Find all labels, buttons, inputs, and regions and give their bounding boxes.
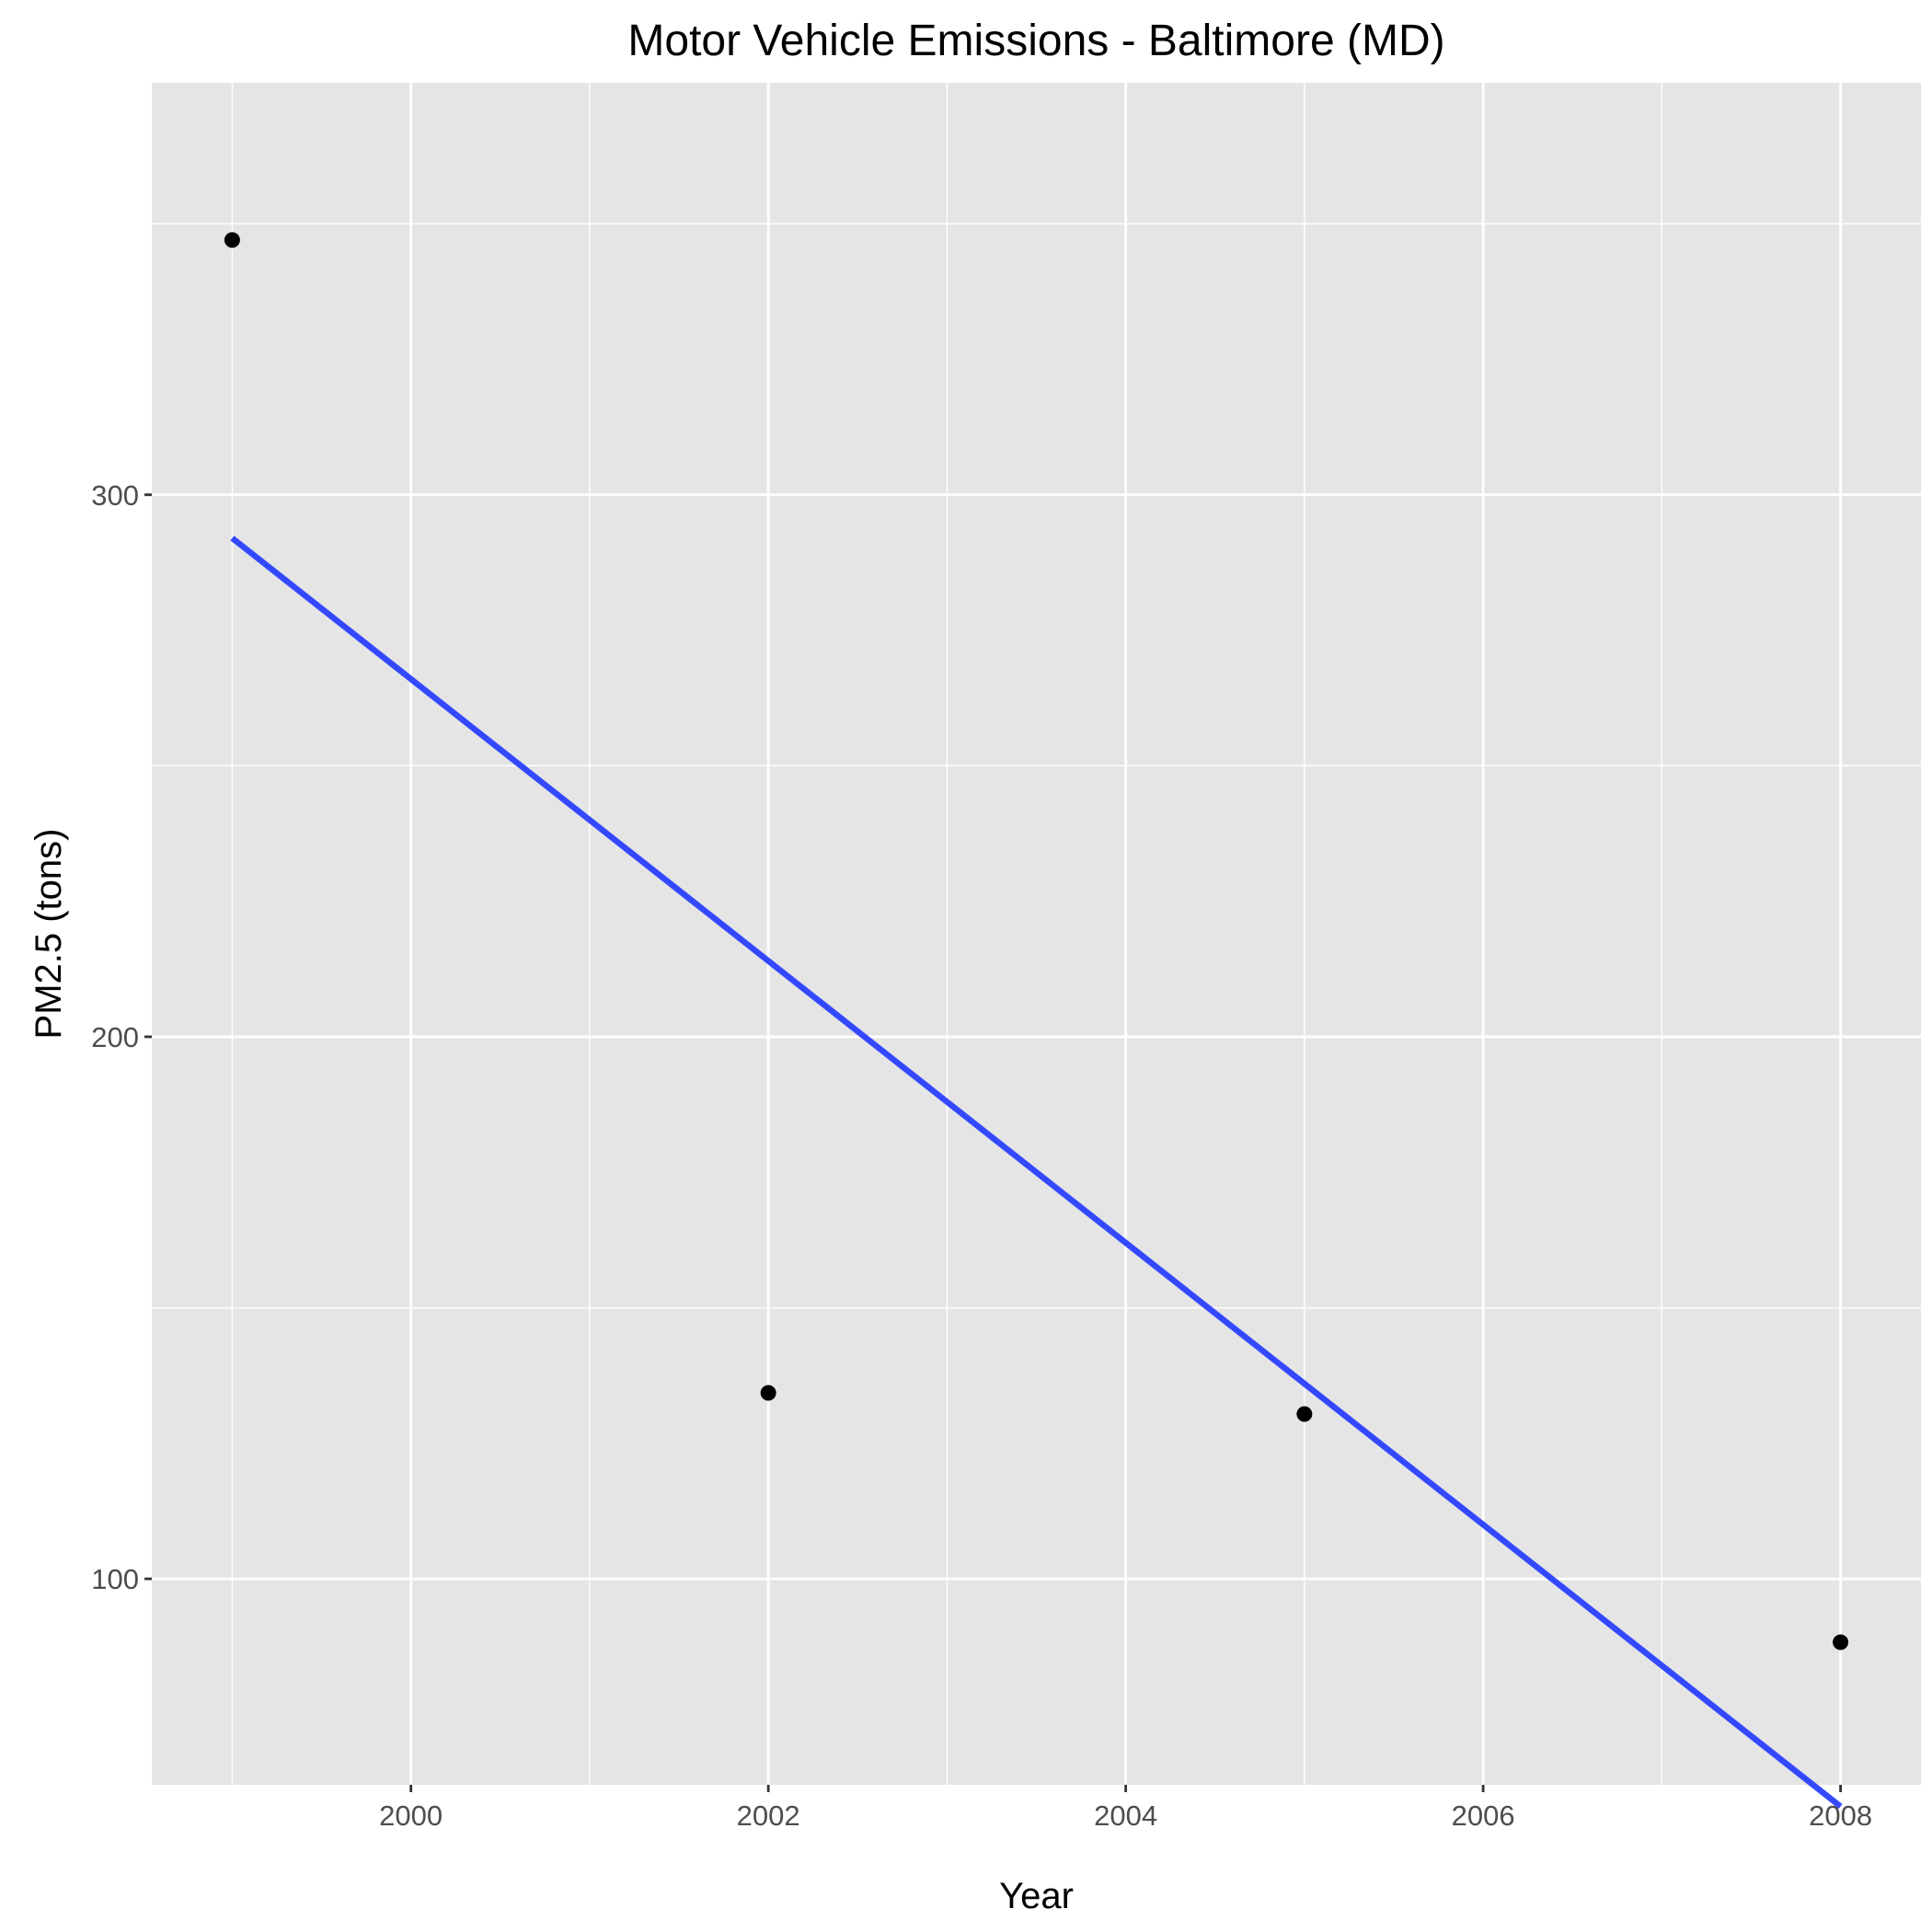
x-tick-label: 2006 [1452,1800,1515,1832]
y-axis-title: PM2.5 (tons) [29,829,69,1040]
x-tick-label: 2008 [1809,1800,1872,1832]
data-point [224,232,240,248]
x-tick-label: 2000 [379,1800,443,1832]
data-point [1833,1634,1849,1650]
trend-line [230,535,1843,1810]
x-tick-label: 2002 [737,1800,800,1832]
minor-gridlines [152,83,1921,1785]
major-gridlines [152,83,1921,1785]
data-point [1296,1406,1313,1422]
series-layer [224,232,1849,1810]
chart-title: Motor Vehicle Emissions - Baltimore (MD) [627,17,1444,65]
x-tick-label: 2004 [1094,1800,1157,1832]
x-axis: 2000 2002 2004 2006 2008 [379,1785,1872,1832]
y-tick-label: 200 [91,1021,139,1053]
y-tick-label: 100 [91,1563,139,1595]
y-axis: 100 200 300 [91,479,152,1595]
data-point [760,1385,776,1401]
x-axis-title: Year [999,1876,1074,1916]
y-tick-label: 300 [91,479,139,512]
plot-panel [152,83,1921,1785]
